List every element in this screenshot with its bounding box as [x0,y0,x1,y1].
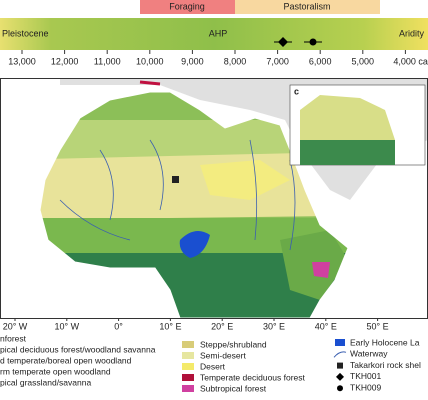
tick-label: 5,000 [352,56,375,66]
legend-label: rm temperate open woodland [0,366,111,376]
circle-marker [309,38,317,46]
legend-swatch [335,339,345,346]
lon-label: 20° W [3,321,28,331]
coastline [39,91,349,318]
lake [179,231,210,258]
lon-label: 20° E [211,321,233,331]
legend-label: nforest [0,333,27,343]
tick-label: 4,000 cal [393,56,428,66]
legend-label: pical grassland/savanna [0,377,91,387]
legend-swatch [182,341,194,348]
legend-label: Desert [200,361,226,371]
tick-label: 9,000 [181,56,204,66]
waterway [59,139,296,251]
phase-label: Foraging [169,1,205,11]
subtropical-forest [312,262,330,278]
legend-label: pical deciduous forest/woodland savanna [0,344,156,354]
timeline-bar [0,18,428,50]
inset-forest [300,140,395,165]
lon-label: 40° E [315,321,337,331]
legend-swatch [182,385,194,392]
period-label: AHP [209,28,228,38]
legend-label: TKH001 [350,371,381,381]
legend-label: Early Holocene La [350,337,420,347]
tick-label: 11,000 [94,56,121,66]
takarkori-marker [172,176,179,183]
tick-label: 10,000 [136,56,164,66]
legend-swatch [182,352,194,359]
legend-label: Waterway [350,349,388,359]
legend-label: Steppe/shrubland [200,339,267,349]
diamond-marker [278,37,288,47]
legend-swatch [336,372,344,381]
legend-label: d temperate/boreal open woodland [0,355,132,365]
legend-label: TKH009 [350,382,381,392]
period-label: Pleistocene [2,28,49,38]
lon-labels: 20° W 10° W 0° 10° E 20° E 30° E 40° E 50° E [3,318,389,331]
tick-label: 12,000 [51,56,79,66]
lon-label: 10° W [54,321,79,331]
tick-label: 6,000 [309,56,332,66]
legend-label: Takarkori rock shel [350,360,421,370]
map: c [0,78,428,318]
tick-label: 7,000 [266,56,289,66]
legend-swatch [182,374,194,381]
timeline-ticks: 13,000 12,000 11,000 10,000 9,000 8,000 7,000 6… [8,50,428,66]
tick-label: 13,000 [8,56,36,66]
legend-swatch [333,351,347,358]
phase-label: Pastoralism [283,1,330,11]
lon-label: 0° [114,321,123,331]
legend-swatch [337,385,343,392]
period-label: Aridity [399,28,425,38]
inset-label: c [294,86,299,96]
zone [200,160,290,200]
temperate-forest [139,80,161,86]
lon-label: 30° E [263,321,285,331]
legend-swatch [182,363,194,370]
lon-label: 10° E [159,321,181,331]
lon-label: 50° E [367,321,389,331]
pastoralism-band [235,0,380,14]
legend-label: Semi-desert [200,350,246,360]
foraging-band [140,0,235,14]
legend-label: Subtropical forest [200,383,267,393]
tick-label: 8,000 [224,56,247,66]
legend-label: Temperate deciduous forest [200,372,306,382]
legend-swatch [337,362,343,369]
